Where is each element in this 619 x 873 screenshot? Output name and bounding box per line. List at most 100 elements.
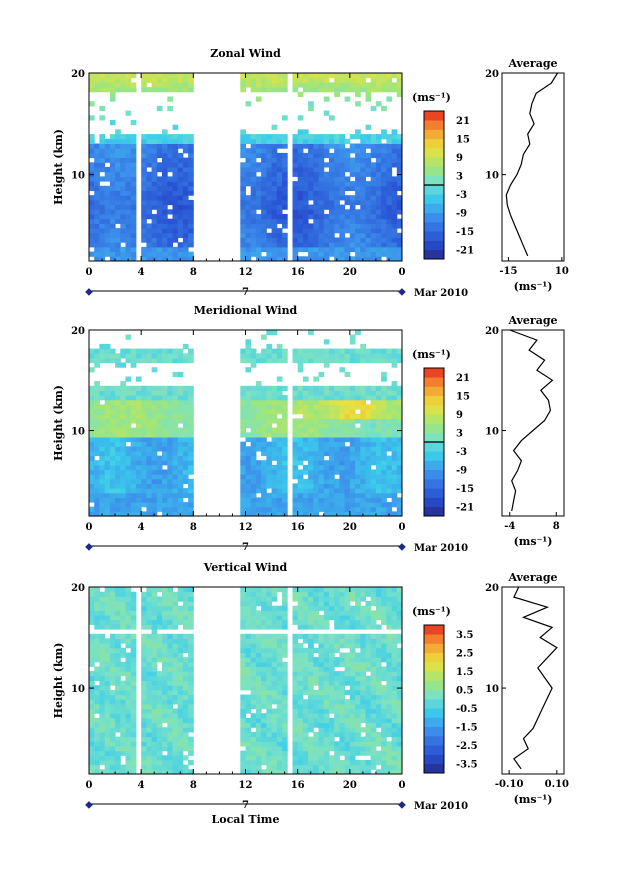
heatmap-cell xyxy=(245,256,252,262)
heatmap-cell xyxy=(329,395,335,401)
heatmap-cell xyxy=(109,478,116,484)
heatmap-cell xyxy=(308,190,314,196)
heatmap-cell xyxy=(386,157,393,163)
heatmap-cell xyxy=(156,685,163,691)
heatmap-cell xyxy=(115,492,121,498)
heatmap-cell xyxy=(141,171,147,177)
heatmap-cell xyxy=(339,713,346,719)
heatmap-cell xyxy=(151,685,158,691)
heatmap-cell xyxy=(250,469,257,475)
heatmap-cell xyxy=(162,474,168,480)
heatmap-cell xyxy=(99,671,106,677)
heatmap-cell xyxy=(386,591,393,597)
heatmap-cell xyxy=(266,478,273,484)
heatmap-cell xyxy=(355,591,361,597)
heatmap-cell xyxy=(120,441,126,447)
heatmap-cell xyxy=(99,610,106,616)
heatmap-cell xyxy=(276,171,283,177)
heatmap-cell xyxy=(360,432,366,438)
heatmap-cell xyxy=(318,404,325,410)
heatmap-cell xyxy=(391,727,398,733)
heatmap-cell xyxy=(334,708,340,714)
heatmap-cell xyxy=(188,441,194,447)
heatmap-cell xyxy=(125,661,132,667)
heatmap-cell xyxy=(240,209,246,215)
heatmap-cell xyxy=(255,596,262,602)
heatmap-cell xyxy=(349,195,356,201)
heatmap-cell xyxy=(172,647,179,653)
heatmap-cell xyxy=(375,755,382,761)
heatmap-cell xyxy=(240,615,246,621)
heatmap-cell xyxy=(188,685,194,691)
heatmap-cell xyxy=(104,390,111,396)
heatmap-cell xyxy=(308,619,314,625)
heatmap-cell xyxy=(120,497,126,503)
heatmap-cell xyxy=(266,246,273,253)
heatmap-cell xyxy=(292,399,299,405)
heatmap-cell xyxy=(188,162,194,168)
heatmap-cell xyxy=(391,390,398,396)
heatmap-cell xyxy=(109,418,116,424)
colorbar-swatch xyxy=(424,423,444,434)
heatmap-cell xyxy=(323,624,330,630)
heatmap-cell xyxy=(276,680,283,686)
heatmap-cell xyxy=(360,703,366,710)
heatmap-cell xyxy=(334,143,340,149)
heatmap-cell xyxy=(370,395,377,401)
heatmap-cell xyxy=(386,218,393,224)
heatmap-cell xyxy=(182,232,189,238)
heatmap-cell xyxy=(156,357,163,364)
heatmap-cell xyxy=(99,713,106,719)
heatmap-cell xyxy=(339,162,346,168)
heatmap-cell xyxy=(349,348,356,354)
heatmap-cell xyxy=(156,232,163,238)
heatmap-cell xyxy=(292,143,299,149)
heatmap-cell xyxy=(276,190,283,196)
heatmap-cell xyxy=(177,436,184,443)
heatmap-cell xyxy=(245,703,252,710)
heatmap-cell xyxy=(156,460,163,466)
heatmap-cell xyxy=(120,423,126,429)
heatmap-cell xyxy=(334,152,340,159)
heatmap-cell xyxy=(381,399,387,405)
heatmap-cell xyxy=(370,741,377,747)
heatmap-cell xyxy=(120,82,126,88)
heatmap-cell xyxy=(182,242,189,248)
heatmap-cell xyxy=(146,190,153,196)
heatmap-cell xyxy=(255,395,262,401)
heatmap-cell xyxy=(104,418,111,424)
heatmap-cell xyxy=(156,242,163,248)
heatmap-cell xyxy=(177,736,184,742)
heatmap-cell xyxy=(141,73,147,79)
heatmap-cell xyxy=(115,680,121,686)
heatmap-cell xyxy=(360,427,366,433)
heatmap-cell xyxy=(125,596,132,602)
heatmap-cell xyxy=(282,474,288,480)
heatmap-cell xyxy=(302,204,309,210)
heatmap-cell xyxy=(381,418,387,424)
heatmap-cell xyxy=(329,232,335,238)
heatmap-cell xyxy=(120,209,126,215)
heatmap-cell xyxy=(104,596,111,602)
heatmap-cell xyxy=(120,256,126,262)
heatmap-cell xyxy=(344,680,351,686)
heatmap-cell xyxy=(99,167,106,173)
heatmap-cell xyxy=(156,708,163,714)
heatmap-cell xyxy=(266,256,273,262)
heatmap-cell xyxy=(381,722,387,728)
heatmap-cell xyxy=(276,181,283,187)
heatmap-cell xyxy=(318,176,325,182)
heatmap-cell xyxy=(355,209,361,215)
heatmap-cell xyxy=(302,483,309,489)
heatmap-cell xyxy=(125,736,132,742)
heatmap-cell xyxy=(302,87,309,93)
heatmap-cell xyxy=(349,741,356,747)
heatmap-cell xyxy=(167,357,173,364)
heatmap-cell xyxy=(94,657,100,663)
heatmap-cell xyxy=(344,413,351,419)
heatmap-cell xyxy=(89,87,95,93)
heatmap-cell xyxy=(276,152,283,159)
heatmap-cell xyxy=(141,232,147,238)
heatmap-cell xyxy=(261,334,267,340)
heatmap-cell xyxy=(292,731,299,738)
